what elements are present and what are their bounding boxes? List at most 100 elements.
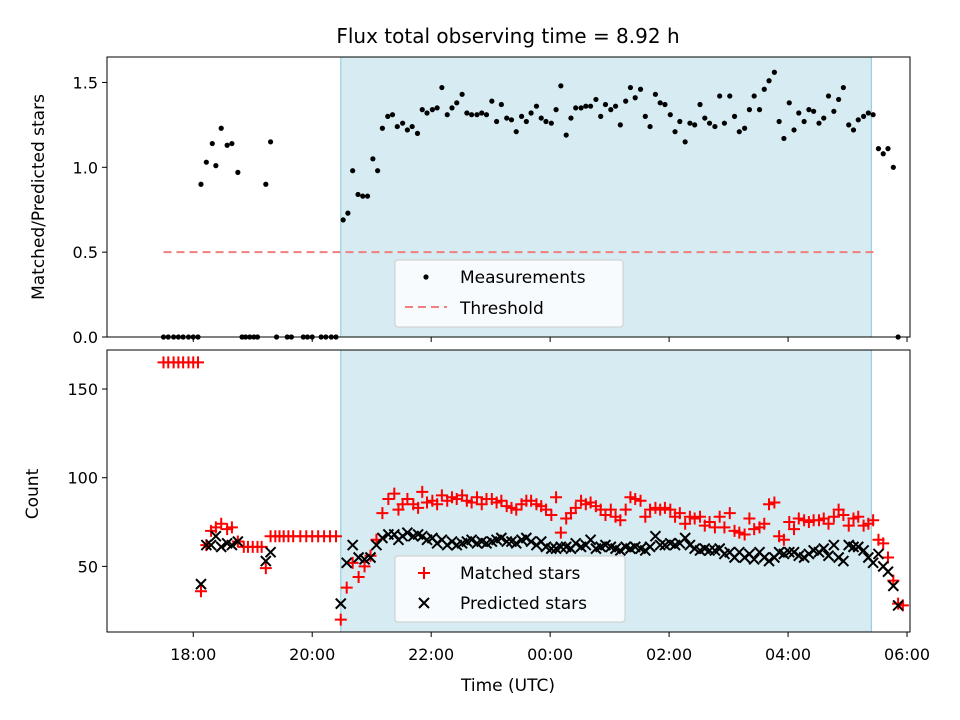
measurement-point: [419, 107, 425, 113]
matched-star-point: [470, 491, 483, 504]
measurement-point: [474, 112, 480, 118]
measurement-point: [518, 113, 525, 119]
measurement-point: [627, 84, 634, 91]
measurement-point: [389, 112, 396, 118]
predicted-star-point: [401, 526, 414, 539]
measurement-point: [498, 101, 504, 108]
matched-star-point: [215, 517, 228, 530]
predicted-star-point: [195, 578, 207, 590]
measurement-point: [583, 103, 589, 109]
x-tick-label: 18:00: [170, 645, 216, 664]
legend-matched-marker: [418, 567, 430, 579]
measurement-point: [198, 181, 204, 187]
matched-star-point: [255, 540, 268, 553]
measurement-point: [721, 120, 728, 126]
measurement-point: [850, 127, 857, 133]
measurement-point: [483, 112, 490, 118]
measurement-point: [756, 107, 763, 113]
predicted-star-point: [654, 539, 666, 551]
matched-star-point: [194, 585, 207, 598]
measurement-point: [647, 123, 653, 130]
measurement-point: [602, 101, 609, 108]
matched-star-point: [334, 613, 347, 626]
matched-star-point: [837, 508, 850, 521]
predicted-star-point: [763, 555, 775, 567]
measurement-point: [523, 118, 529, 125]
measurement-point: [364, 193, 371, 199]
predicted-star-point: [545, 542, 558, 555]
measurement-point: [424, 110, 430, 116]
matched-star-point: [388, 487, 401, 500]
measurement-point: [672, 129, 678, 135]
measurement-point: [573, 105, 579, 111]
top-y-axis-label: Matched/Predicted stars: [29, 94, 49, 300]
measurement-point: [791, 127, 797, 133]
legend-measurements-label: Measurements: [460, 268, 586, 288]
predicted-star-point: [510, 537, 522, 550]
predicted-star-point: [614, 544, 627, 557]
matched-star-point: [658, 501, 671, 514]
predicted-star-point: [525, 535, 537, 548]
top-axes-frame: [106, 56, 911, 338]
measurement-point: [727, 93, 733, 99]
measurement-point: [434, 105, 440, 111]
measurement-point: [880, 151, 886, 157]
matched-star-point: [688, 512, 701, 525]
x-tick-label: 02:00: [646, 645, 692, 664]
measurement-point: [459, 91, 465, 97]
measurement-point: [717, 93, 723, 99]
measurement-point: [513, 129, 519, 135]
measurement-point: [598, 113, 604, 119]
predicted-star-point: [232, 535, 244, 548]
matched-star-point: [867, 514, 880, 527]
bottom-legend: Matched stars Predicted stars: [394, 555, 626, 623]
measurement-point: [409, 123, 415, 130]
matched-star-point: [852, 510, 865, 523]
measurement-point: [568, 115, 574, 121]
measurement-point: [766, 78, 772, 84]
measurement-point: [439, 84, 445, 91]
measurement-point: [890, 164, 896, 170]
matched-star-point: [842, 519, 855, 532]
matched-star-point: [758, 517, 771, 530]
predicted-star-point: [260, 555, 272, 567]
measurement-point: [479, 110, 485, 116]
predicted-star-point: [200, 539, 213, 551]
measurement-point: [414, 130, 421, 136]
matched-star-point: [629, 492, 642, 505]
predicted-star-point: [495, 532, 508, 544]
measurement-point: [429, 107, 435, 113]
measurement-point: [662, 101, 668, 108]
matched-star-point: [788, 523, 801, 536]
matched-star-point: [639, 510, 652, 523]
predicted-star-point: [465, 534, 478, 546]
top-y-tick-label: 0.5: [73, 243, 98, 262]
predicted-star-point: [501, 535, 513, 548]
measurement-point: [667, 112, 673, 118]
measurement-point: [652, 91, 659, 97]
legend-predicted-label: Predicted stars: [460, 594, 587, 614]
measurement-point: [593, 96, 599, 103]
matched-star-point: [713, 510, 726, 523]
measurement-point: [840, 84, 846, 91]
measurement-point: [657, 100, 663, 106]
measurement-point: [385, 113, 391, 119]
measurement-point: [786, 100, 792, 106]
matched-star-point: [554, 526, 567, 539]
matched-star-point: [604, 503, 617, 516]
measurement-point: [746, 107, 753, 113]
measurement-point: [375, 168, 381, 174]
legend-matched-label: Matched stars: [460, 564, 580, 584]
matched-star-point: [510, 503, 523, 516]
measurement-point: [642, 113, 648, 119]
matched-star-point: [694, 510, 707, 523]
measurement-point: [553, 107, 559, 113]
matched-star-point: [352, 571, 365, 584]
matched-star-point: [569, 501, 582, 514]
matched-star-point: [192, 356, 205, 369]
matched-star-point: [768, 496, 781, 509]
top-legend-box: [394, 259, 624, 328]
matched-star-point: [703, 516, 716, 529]
predicted-star-point: [226, 539, 238, 551]
bottom-panel: 50 100 150 18:00 20:00 22:00 00:00 02:00 04:00 06…: [23, 349, 930, 696]
